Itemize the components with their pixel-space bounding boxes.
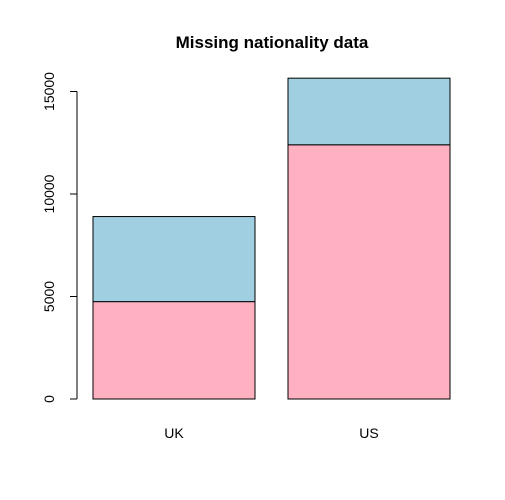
y-tick-label-0: 0 <box>41 395 57 403</box>
chart-title: Missing nationality data <box>176 33 369 52</box>
bars-group <box>92 77 451 400</box>
x-category-label-us: US <box>359 425 378 441</box>
y-axis: 0 5000 10000 15000 <box>41 72 78 403</box>
x-axis-labels: UK US <box>164 425 378 441</box>
x-category-label-uk: UK <box>164 425 184 441</box>
y-tick-label-10000: 10000 <box>41 174 57 213</box>
bar-uk-segment-2 <box>92 216 256 303</box>
y-tick-label-5000: 5000 <box>41 281 57 312</box>
bar-us-segment-2 <box>287 77 451 146</box>
y-tick-label-15000: 15000 <box>41 72 57 111</box>
bar-us-segment-1 <box>287 144 451 400</box>
bar-uk-segment-1 <box>92 301 256 400</box>
